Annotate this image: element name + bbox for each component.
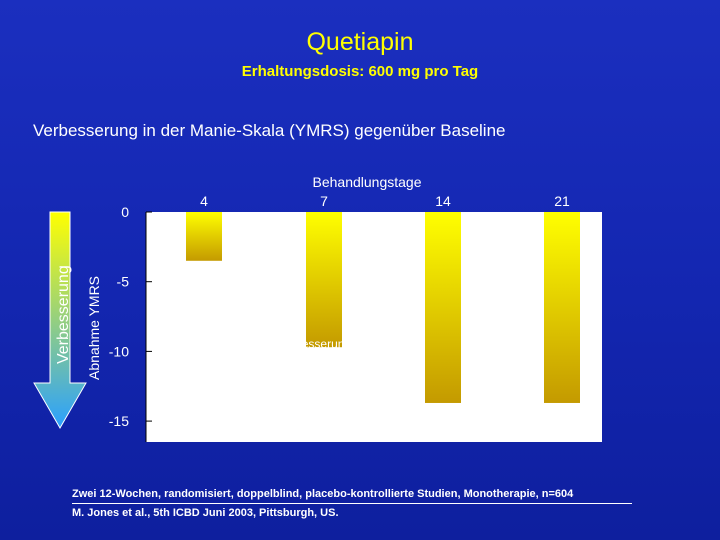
slide-subtitle: Erhaltungsdosis: 600 mg pro Tag [241, 63, 479, 80]
footnote-divider [72, 503, 632, 504]
footnote-citation: M. Jones et al., 5th ICBD Juni 2003, Pit… [72, 507, 339, 519]
bar-day-4 [186, 212, 222, 261]
improvement-arrow [33, 211, 87, 429]
footnote-study: Zwei 12-Wochen, randomisiert, doppelblin… [72, 488, 574, 500]
x-tick-label: 7 [320, 193, 328, 209]
annotation-line-1: Über 50% der Manie-Verbesserung [163, 337, 351, 351]
x-axis-label: Behandlungstage [313, 174, 422, 190]
x-tick-label: 4 [200, 193, 208, 209]
bar-day-14 [425, 212, 461, 403]
y-tick-label: -15 [109, 413, 129, 429]
annotation-line-2: erfolgte in der ersten [163, 355, 273, 369]
chart-heading: Verbesserung in der Manie-Skala (YMRS) g… [33, 121, 506, 140]
x-tick-label: 21 [554, 193, 570, 209]
bar-day-7 [306, 212, 342, 348]
slide-title: Quetiapin [306, 28, 414, 56]
bar-day-21 [544, 212, 580, 403]
y-axis-label: Abnahme YMRS [86, 276, 102, 380]
arrow-label: Verbesserung [55, 265, 72, 364]
y-tick-label: -5 [117, 274, 130, 290]
chart-annotation: Über 50% der Manie-Verbesserung erfolgte… [163, 337, 354, 386]
y-tick-label: -10 [109, 343, 129, 359]
annotation-line-3: Behandlungswoche [163, 372, 268, 386]
x-tick-label: 14 [435, 193, 451, 209]
y-tick-label: 0 [121, 204, 129, 220]
